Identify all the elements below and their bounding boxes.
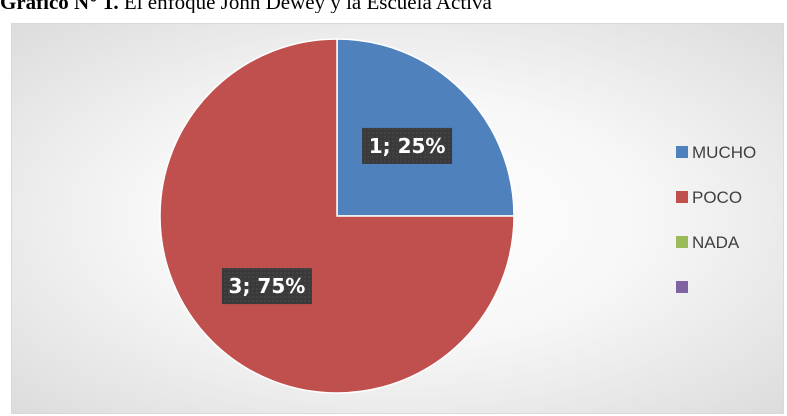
legend-swatch-mucho <box>676 146 688 158</box>
legend-label-mucho: MUCHO <box>692 143 756 162</box>
pie-slice-poco <box>159 38 515 394</box>
data-label-text: 3; 75% <box>229 274 306 298</box>
pie-slice-mucho <box>336 38 515 217</box>
legend-swatch-poco <box>676 191 688 203</box>
caption-prefix: Gráfico N° 1. <box>0 0 119 13</box>
data-label-mucho: 1; 25% <box>362 127 453 164</box>
legend-label-nada: NADA <box>692 233 740 252</box>
caption-text: El enfoque John Dewey y la Escuela Activ… <box>118 0 492 13</box>
legend-swatch-nada <box>676 236 688 248</box>
chart-caption: Gráfico N° 1. El enfoque John Dewey y la… <box>0 0 787 13</box>
legend-swatch-blank <box>676 281 688 293</box>
data-label-text: 1; 25% <box>369 134 446 158</box>
data-label-box <box>221 268 312 305</box>
legend-label-poco: POCO <box>692 188 742 207</box>
data-label-poco: 3; 75% <box>221 268 312 305</box>
data-label-box <box>362 127 453 164</box>
